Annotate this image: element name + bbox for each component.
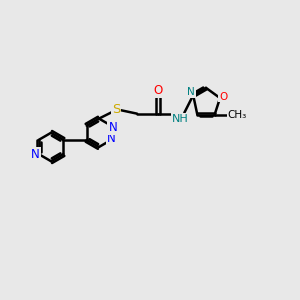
Text: CH₃: CH₃: [228, 110, 247, 119]
Text: N: N: [31, 148, 40, 160]
Text: N: N: [108, 121, 117, 134]
Text: O: O: [219, 92, 227, 101]
Text: O: O: [153, 84, 163, 97]
Text: S: S: [112, 103, 120, 116]
Text: N: N: [187, 87, 195, 97]
Text: NH: NH: [172, 114, 189, 124]
Text: N: N: [107, 132, 116, 145]
